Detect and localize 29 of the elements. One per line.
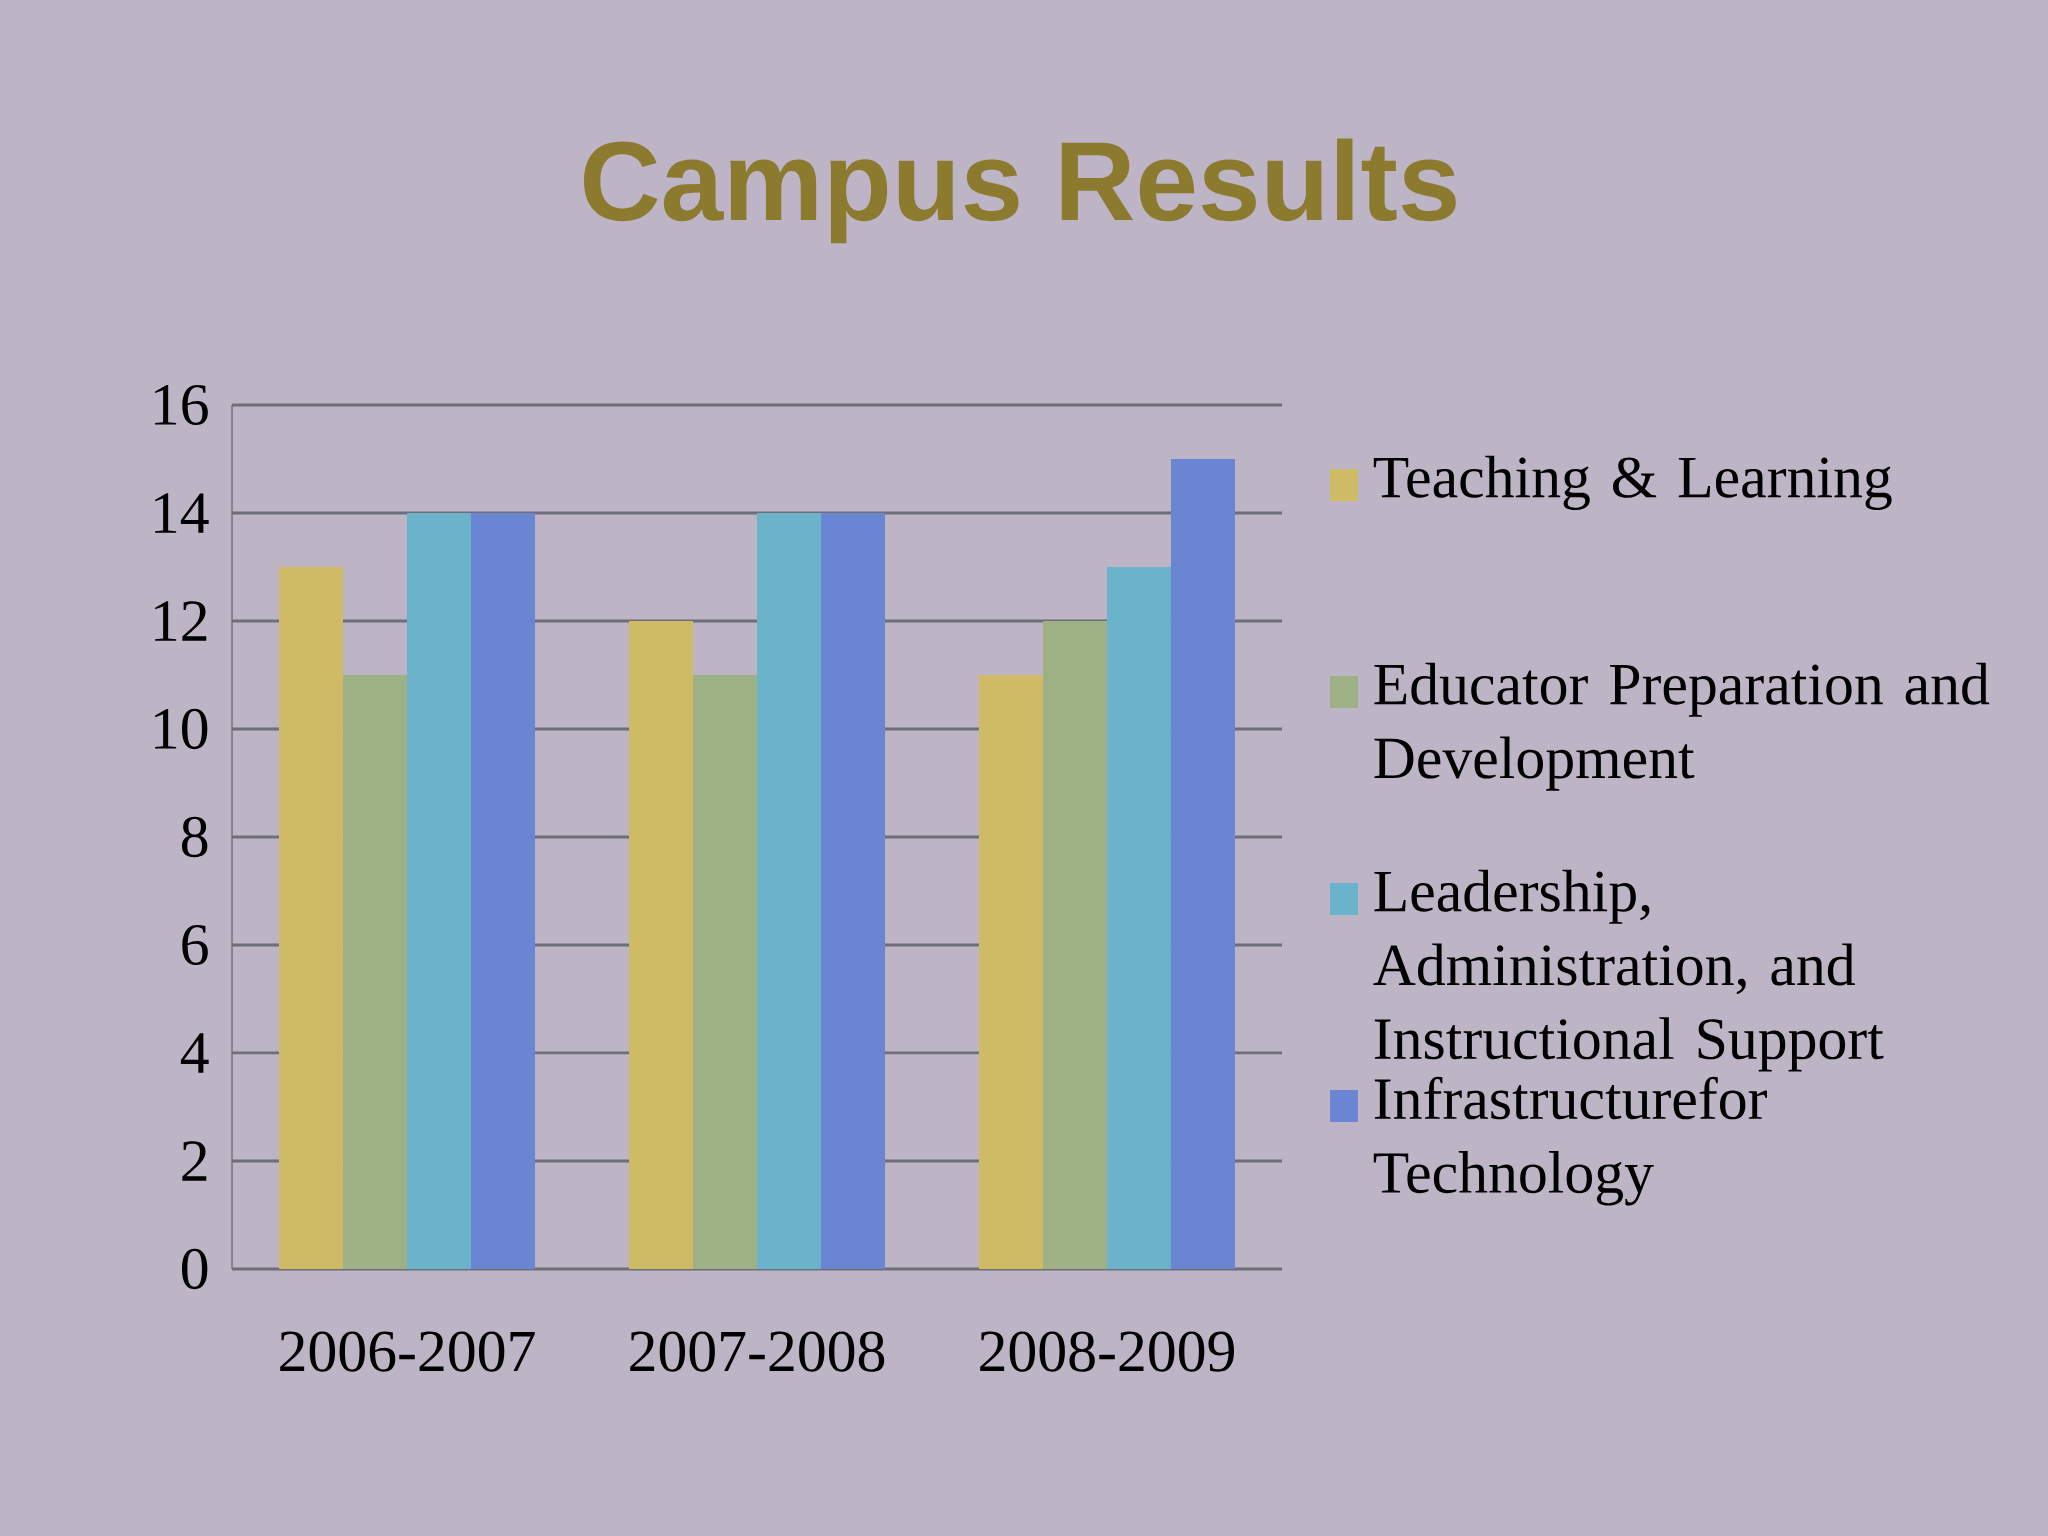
legend-label: Infrastructurefor Technology [1373,1076,1767,1206]
legend-label: Teaching & Learning [1373,455,1892,511]
y-tick-label: 0 [181,1248,208,1290]
y-tick-label: 2 [182,1141,207,1181]
y-tick-label: 8 [181,816,208,858]
bar [693,675,757,1269]
bar [471,513,536,1269]
y-tick-label: 4 [180,1033,209,1073]
bar [343,675,408,1269]
bar [407,513,471,1269]
bar [279,567,344,1269]
y-tick-label: 14 [155,493,209,533]
y-tick-label: 10 [155,708,208,750]
bar [757,513,821,1269]
bar [1107,567,1171,1269]
bar [1043,620,1107,1269]
x-tick-label: 2008-2009 [980,1331,1235,1372]
x-tick-label: 2006-2007 [280,1331,535,1372]
bar [1170,458,1235,1269]
chart-title: Campus Results [584,138,1456,244]
bar [978,675,1043,1269]
y-tick-label: 12 [155,601,207,641]
bar [821,513,885,1269]
bar [629,620,693,1269]
legend-label: Educator Preparation and Development [1374,662,1990,791]
legend-label: Leadership, Administration, and Instructional Support [1373,869,1884,1072]
y-tick-label: 16 [155,384,208,426]
y-tick-label: 6 [182,924,208,966]
x-tick-label: 2007-2008 [630,1331,885,1372]
